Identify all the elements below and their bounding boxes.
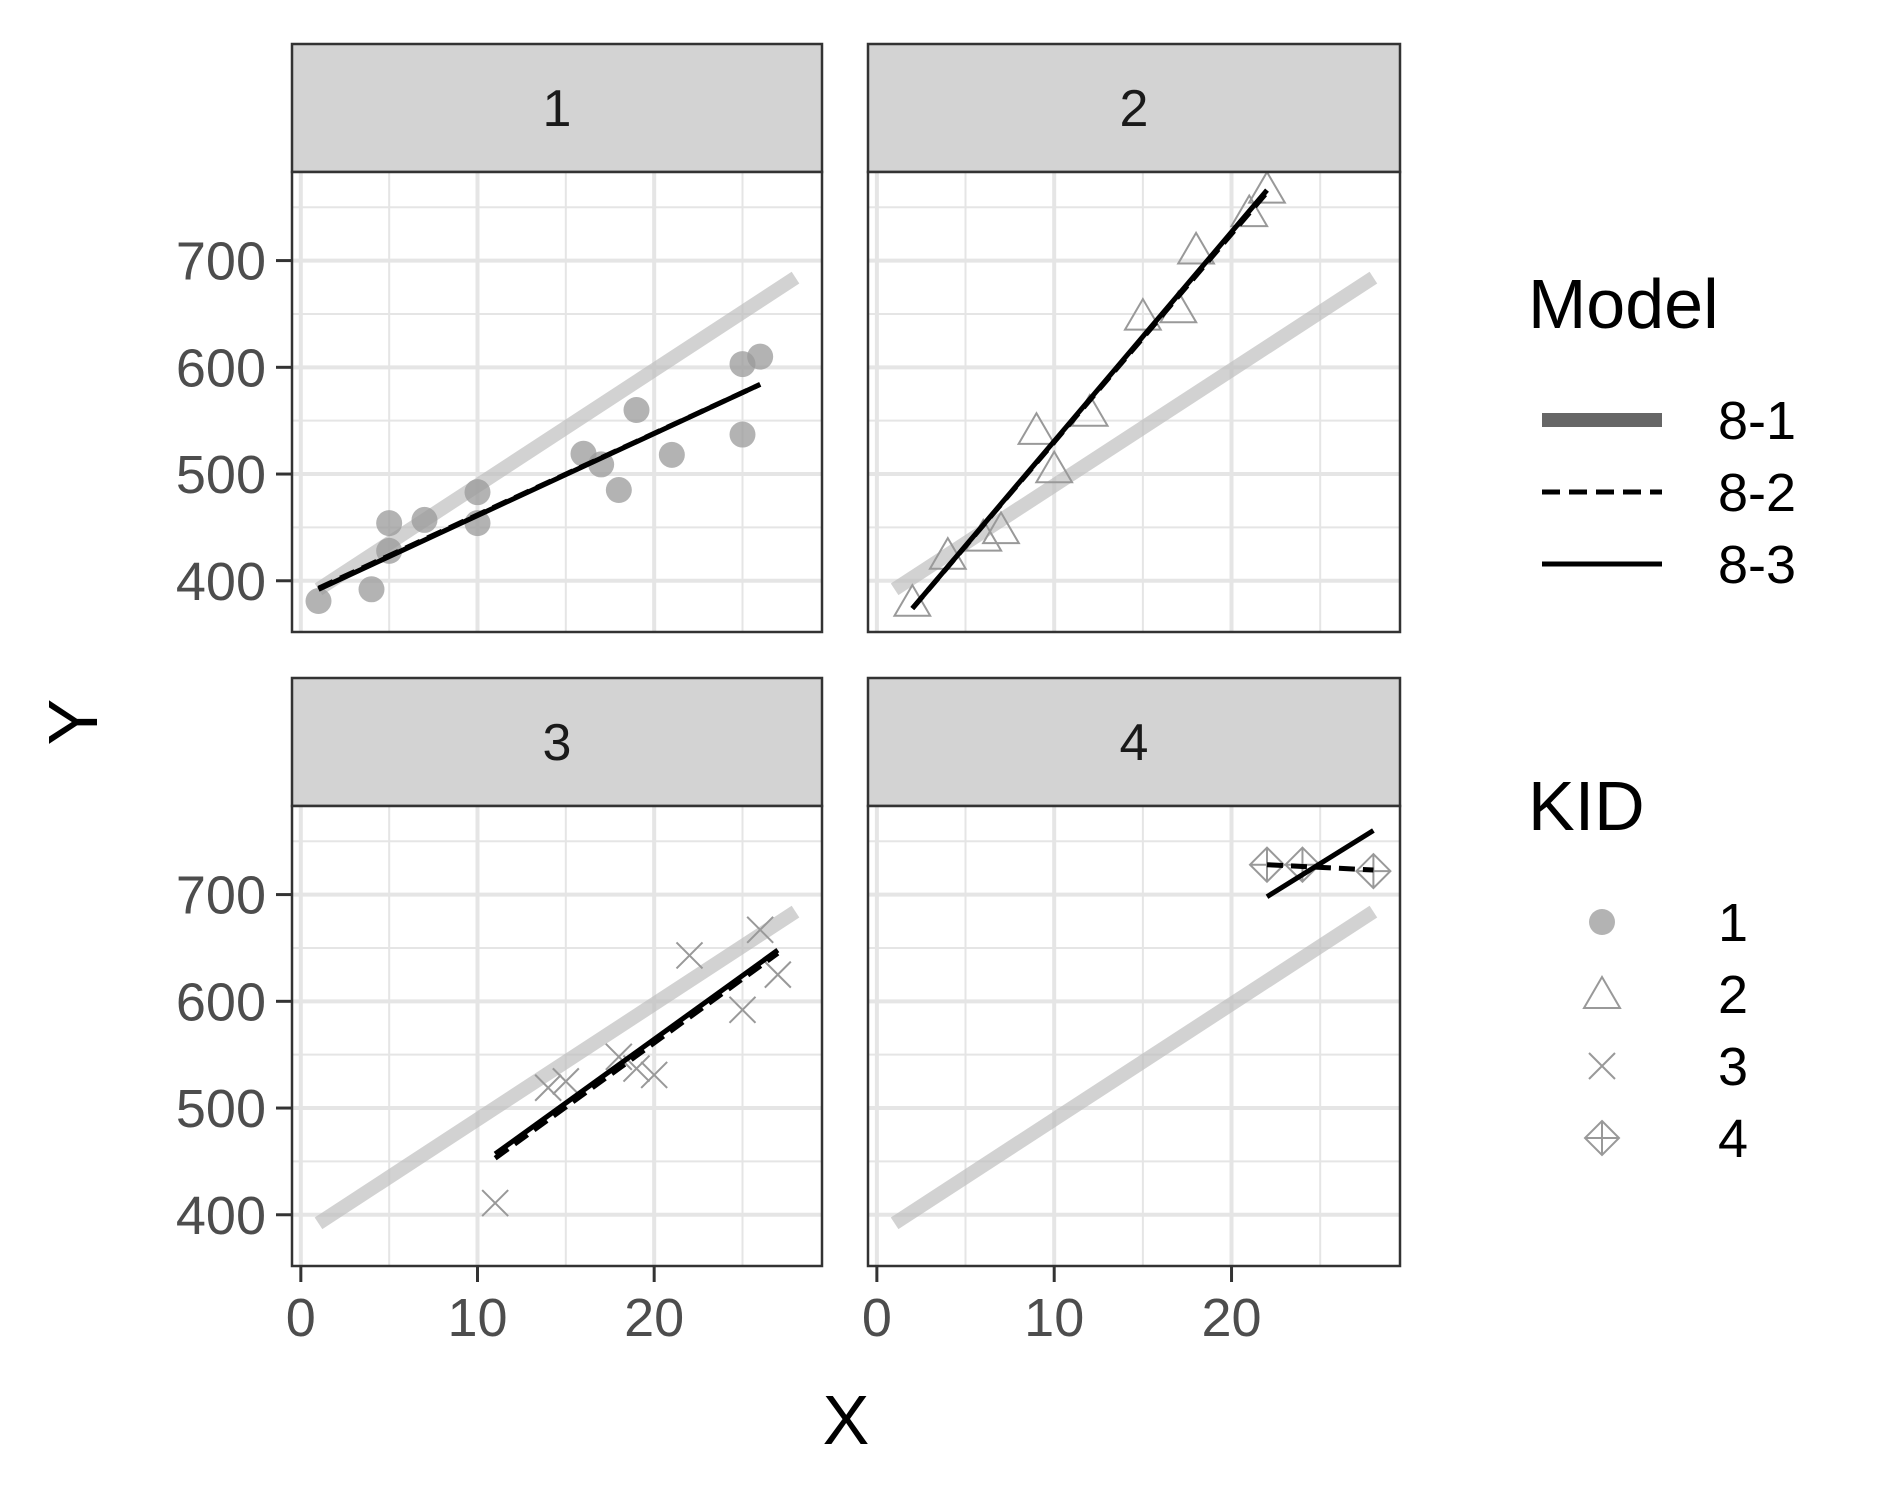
data-point-kid-3 bbox=[552, 1067, 580, 1096]
data-point-kid-1 bbox=[464, 479, 491, 506]
data-point-kid-2 bbox=[1247, 172, 1287, 204]
y-axis-title: Y bbox=[34, 699, 112, 746]
x-axis-title: X bbox=[823, 1381, 870, 1459]
data-point-kid-1 bbox=[729, 421, 756, 448]
model-line-8-1 bbox=[890, 905, 1378, 1230]
legend-key-kid-2 bbox=[1582, 975, 1622, 1009]
y-tick-label: 600 bbox=[176, 972, 266, 1032]
legend-label-model: 8-2 bbox=[1718, 463, 1796, 523]
panel-border-1 bbox=[290, 170, 824, 634]
panel-border-2 bbox=[866, 170, 1402, 634]
panel-plot-area-4 bbox=[890, 828, 1392, 1230]
panel-plot-area-3 bbox=[314, 905, 800, 1230]
data-point-kid-1 bbox=[376, 510, 403, 537]
legend-key-kid-3 bbox=[1588, 1052, 1616, 1080]
data-point-kid-3 bbox=[534, 1074, 562, 1102]
y-tick-label: 700 bbox=[176, 232, 266, 292]
legend-label-kid: 2 bbox=[1718, 965, 1748, 1025]
data-point-kid-1 bbox=[411, 506, 438, 533]
facet-strip-4 bbox=[866, 676, 1402, 808]
data-point-kid-4 bbox=[1354, 852, 1392, 890]
legend-title-model: Model bbox=[1528, 265, 1719, 343]
legend-label-kid: 4 bbox=[1718, 1109, 1748, 1169]
facet-label-2: 2 bbox=[1120, 80, 1149, 138]
data-point-kid-1 bbox=[658, 441, 685, 468]
data-point-kid-2 bbox=[1229, 193, 1269, 228]
model-line-8-1 bbox=[314, 905, 800, 1230]
x-tick-label: 20 bbox=[624, 1288, 684, 1348]
data-point-kid-1 bbox=[747, 343, 774, 370]
y-tick-label: 500 bbox=[176, 445, 266, 505]
y-tick-label: 600 bbox=[176, 338, 266, 398]
legend-key-kid-1 bbox=[1589, 909, 1615, 935]
model-line-8-3 bbox=[910, 188, 1269, 611]
facet-label-3: 3 bbox=[543, 714, 572, 772]
x-tick-label: 20 bbox=[1201, 1288, 1261, 1348]
y-tick-label: 500 bbox=[176, 1079, 266, 1139]
data-point-kid-1 bbox=[588, 451, 615, 478]
data-point-kid-1 bbox=[358, 576, 385, 603]
y-tick-label: 400 bbox=[176, 552, 266, 612]
model-line-8-2 bbox=[1266, 862, 1374, 873]
panel-border-4 bbox=[866, 804, 1402, 1268]
data-point-kid-2 bbox=[1034, 449, 1074, 484]
data-point-kid-1 bbox=[623, 397, 650, 424]
model-line-8-3 bbox=[317, 382, 762, 592]
data-point-kid-3 bbox=[728, 996, 757, 1024]
model-line-8-3 bbox=[1265, 828, 1375, 899]
data-point-kid-2 bbox=[1123, 297, 1163, 331]
legend-title-kid: KID bbox=[1528, 767, 1645, 845]
x-tick-label: 0 bbox=[862, 1288, 892, 1348]
legend-label-model: 8-1 bbox=[1718, 391, 1796, 451]
data-point-kid-2 bbox=[1016, 411, 1057, 445]
model-line-8-3 bbox=[493, 948, 780, 1156]
data-point-kid-3 bbox=[746, 916, 774, 944]
data-point-kid-3 bbox=[481, 1189, 509, 1217]
panel-plot-area-1 bbox=[305, 271, 800, 615]
facet-strip-3 bbox=[290, 676, 824, 808]
data-point-kid-1 bbox=[605, 477, 632, 504]
data-point-kid-3 bbox=[640, 1061, 668, 1089]
facet-strip-2 bbox=[866, 42, 1402, 174]
legend-label-kid: 1 bbox=[1718, 893, 1748, 953]
x-tick-label: 0 bbox=[286, 1288, 316, 1348]
x-tick-label: 10 bbox=[1024, 1288, 1084, 1348]
data-point-kid-3 bbox=[675, 941, 704, 970]
y-tick-label: 700 bbox=[176, 866, 266, 926]
data-point-kid-2 bbox=[1176, 230, 1216, 265]
data-point-kid-2 bbox=[981, 510, 1021, 545]
legend-label-kid: 3 bbox=[1718, 1037, 1748, 1097]
legend-key-kid-4 bbox=[1583, 1119, 1621, 1157]
panel-border-3 bbox=[290, 804, 824, 1268]
legend-label-model: 8-3 bbox=[1718, 535, 1796, 595]
facet-label-1: 1 bbox=[543, 80, 572, 138]
model-line-8-2 bbox=[493, 951, 780, 1161]
data-point-kid-1 bbox=[305, 588, 332, 615]
facet-label-4: 4 bbox=[1120, 714, 1149, 772]
data-point-kid-3 bbox=[605, 1043, 633, 1071]
facet-strip-1 bbox=[290, 42, 824, 174]
y-tick-label: 400 bbox=[176, 1186, 266, 1246]
model-line-8-1 bbox=[314, 271, 800, 596]
x-tick-label: 10 bbox=[447, 1288, 507, 1348]
panel-plot-area-2 bbox=[890, 172, 1378, 617]
data-point-kid-3 bbox=[764, 960, 792, 989]
